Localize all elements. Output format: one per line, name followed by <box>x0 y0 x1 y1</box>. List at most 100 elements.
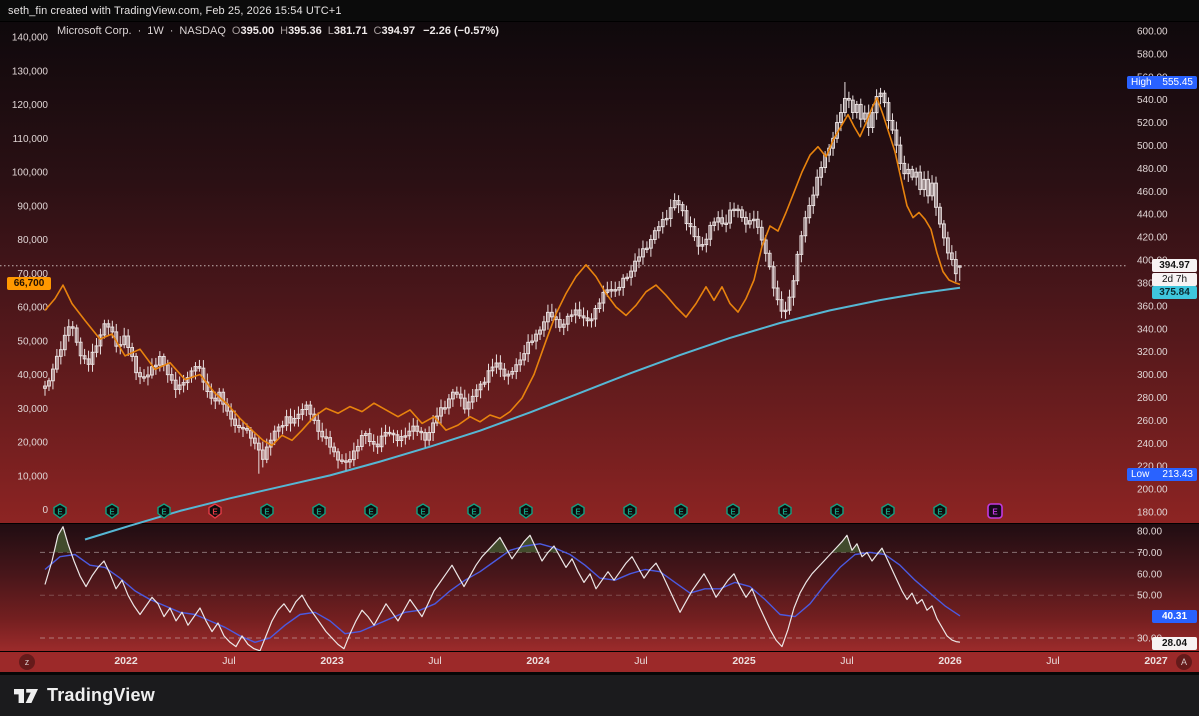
right-axis-tick: 540.00 <box>1137 95 1168 106</box>
attribution-bar: seth_fin created with TradingView.com, F… <box>0 0 1199 22</box>
earnings-badge-letter: E <box>109 508 115 517</box>
symbol-legend[interactable]: Microsoft Corp. · 1W · NASDAQ O395.00 H3… <box>57 25 499 37</box>
separator-dot: · <box>169 25 174 37</box>
left-axis-tick: 50,000 <box>17 336 48 347</box>
adjust-badge[interactable]: A <box>1176 654 1192 670</box>
earnings-badge-letter: E <box>885 508 891 517</box>
timezone-badge[interactable]: z <box>19 654 35 670</box>
earnings-badge[interactable] <box>726 503 740 519</box>
earnings-badge-letter: E <box>264 508 270 517</box>
sma-line[interactable] <box>84 286 961 541</box>
rsi-axis-tick: 70.00 <box>1137 548 1162 559</box>
left-axis-tick: 100,000 <box>12 168 49 179</box>
candlestick-series[interactable] <box>43 82 962 474</box>
visible-low-label: Low 213.43 <box>1127 468 1197 481</box>
time-tick-jul: Jul <box>840 655 854 667</box>
tradingview-logo[interactable]: TradingView <box>0 685 155 706</box>
high-value: H395.36 <box>280 25 322 37</box>
earnings-badge-letter: E <box>523 508 529 517</box>
pane-separator[interactable] <box>0 523 1199 524</box>
earnings-badge[interactable] <box>467 503 481 519</box>
left-axis-tick: 90,000 <box>17 201 48 212</box>
time-tick-2024: 2024 <box>526 655 550 667</box>
left-axis-tick: 140,000 <box>12 33 49 44</box>
rsi-ma-value-label: 40.31 <box>1152 610 1197 623</box>
time-tick-2026: 2026 <box>938 655 962 667</box>
rsi-axis-tick: 50.00 <box>1137 591 1162 602</box>
earnings-badge[interactable] <box>519 503 533 519</box>
earnings-badge-letter: E <box>57 508 63 517</box>
earnings-badge[interactable] <box>260 503 274 519</box>
orange-line[interactable] <box>44 97 961 447</box>
earnings-badge[interactable] <box>157 503 171 519</box>
right-axis-tick: 360.00 <box>1137 301 1168 312</box>
attribution-text: seth_fin created with TradingView.com, F… <box>8 4 342 17</box>
time-axis[interactable]: z A 2022 Jul 2023 Jul 2024 Jul 2025 Jul 2026 Jul 2… <box>0 651 1199 672</box>
last-price-label: 394.97 <box>1152 259 1197 272</box>
rsi-value-label: 28.04 <box>1152 637 1197 650</box>
right-axis-tick: 520.00 <box>1137 118 1168 129</box>
rsi-line[interactable] <box>44 526 961 652</box>
rsi-pane[interactable] <box>0 524 1199 651</box>
earnings-badge-letter: E <box>161 508 167 517</box>
tradingview-logo-text: TradingView <box>47 685 155 705</box>
earnings-badge-letter: E <box>627 508 633 517</box>
earnings-badge-letter: E <box>678 508 684 517</box>
time-tick-jul: Jul <box>1046 655 1060 667</box>
earnings-upcoming-badge[interactable] <box>987 503 1003 519</box>
left-axis-tick: 30,000 <box>17 404 48 415</box>
right-axis-tick: 440.00 <box>1137 210 1168 221</box>
bar-countdown-label: 2d 7h <box>1152 272 1197 286</box>
earnings-badge[interactable] <box>881 503 895 519</box>
right-axis-tick: 260.00 <box>1137 416 1168 427</box>
rsi-axis-tick: 30.00 <box>1137 634 1162 645</box>
right-axis-tick: 420.00 <box>1137 233 1168 244</box>
earnings-badge-letter: E <box>212 508 218 517</box>
right-axis-tick: 580.00 <box>1137 49 1168 60</box>
rsi-axis-tick: 60.00 <box>1137 569 1162 580</box>
tradingview-logo-icon <box>14 688 38 703</box>
right-axis-tick: 460.00 <box>1137 187 1168 198</box>
earnings-badge[interactable] <box>312 503 326 519</box>
earnings-badge[interactable] <box>571 503 585 519</box>
left-axis-tick: 10,000 <box>17 471 48 482</box>
earnings-badge-letter: E <box>316 508 322 517</box>
earnings-badge-letter: E <box>575 508 581 517</box>
earnings-badge[interactable] <box>933 503 947 519</box>
symbol-title: Microsoft Corp. <box>57 25 132 37</box>
close-value: C394.97 <box>373 25 416 37</box>
right-axis-tick: 200.00 <box>1137 485 1168 496</box>
time-tick-2027: 2027 <box>1144 655 1168 667</box>
earnings-badge[interactable] <box>364 503 378 519</box>
earnings-badge[interactable] <box>416 503 430 519</box>
earnings-badge-letter: E <box>782 508 788 517</box>
left-axis-tick: 60,000 <box>17 303 48 314</box>
right-axis-tick: 220.00 <box>1137 462 1168 473</box>
rsi-ma-line[interactable] <box>44 543 961 643</box>
time-tick-jul: Jul <box>634 655 648 667</box>
time-tick-2025: 2025 <box>732 655 756 667</box>
left-axis-tick: 0 <box>42 505 48 516</box>
exchange-label: NASDAQ <box>179 25 226 37</box>
price-pane[interactable] <box>0 22 1199 523</box>
earnings-badge[interactable] <box>53 503 67 519</box>
earnings-badge[interactable] <box>623 503 637 519</box>
visible-high-label: High 555.45 <box>1127 76 1197 89</box>
left-axis-tick: 20,000 <box>17 438 48 449</box>
earnings-badge[interactable] <box>105 503 119 519</box>
earnings-badge-letter: E <box>471 508 477 517</box>
earnings-badge[interactable] <box>674 503 688 519</box>
earnings-badge[interactable] <box>208 503 222 519</box>
rsi-overbought-fill <box>54 526 885 553</box>
low-value: L381.71 <box>327 25 368 37</box>
earnings-badge[interactable] <box>778 503 792 519</box>
interval-label: 1W <box>147 25 164 37</box>
right-axis-tick: 320.00 <box>1137 347 1168 358</box>
left-axis-tick: 80,000 <box>17 235 48 246</box>
left-axis-tick: 130,000 <box>12 66 49 77</box>
earnings-badge-letter: E <box>834 508 840 517</box>
earnings-badge[interactable] <box>830 503 844 519</box>
right-axis-tick: 600.00 <box>1137 27 1168 38</box>
